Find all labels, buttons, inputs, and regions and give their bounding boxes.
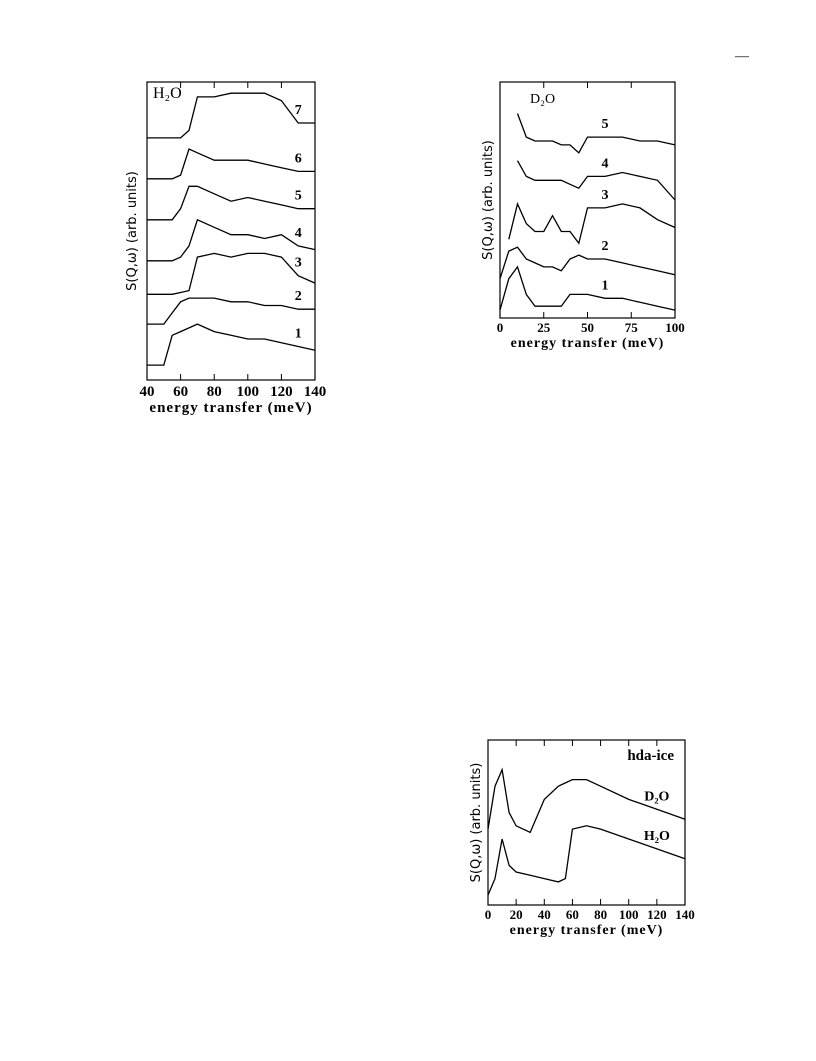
data-line: [147, 148, 315, 180]
x-tick-label: 0: [497, 320, 504, 335]
y-axis-label: S(Q,ω) (arb. units): [125, 171, 140, 291]
data-line: [147, 323, 316, 366]
data-line: [487, 825, 686, 896]
curve-label: 2: [295, 289, 302, 304]
data-line: [147, 218, 316, 262]
x-tick-label: 60: [173, 384, 188, 400]
x-tick-label: 120: [270, 384, 293, 400]
x-tick-label: 50: [581, 320, 594, 335]
curve-label: 5: [602, 117, 609, 132]
curve-label: 3: [602, 188, 609, 203]
x-axis-label: energy transfer (meV): [511, 336, 665, 351]
data-line: [499, 246, 676, 279]
chart-title: D₂O: [530, 92, 555, 107]
y-axis-label: S(Q,ω) (arb. units): [469, 763, 484, 883]
data-line: [516, 113, 676, 154]
x-tick-label: 40: [140, 384, 155, 400]
page-mark: —: [734, 49, 750, 64]
x-tick-label: 80: [207, 384, 222, 400]
curve-label: H₂O: [644, 829, 670, 844]
x-tick-label: 75: [625, 320, 639, 335]
data-line: [508, 201, 676, 245]
curve-label: 3: [295, 256, 302, 271]
x-tick-label: 100: [237, 384, 260, 400]
x-tick-label: 140: [304, 384, 327, 400]
curve-label: 2: [602, 239, 609, 254]
curve-label: 4: [295, 226, 302, 241]
plot-frame: [487, 739, 686, 906]
data-line: [147, 297, 315, 325]
data-line: [499, 265, 676, 311]
y-axis-label: S(Q,ω) (arb. units): [481, 140, 496, 260]
x-tick-label: 60: [566, 907, 579, 922]
x-axis-label: energy transfer (meV): [149, 400, 312, 416]
plot-frame: [146, 81, 316, 381]
curve-label: 1: [295, 326, 302, 341]
data-line: [487, 767, 686, 834]
chart-title: hda-ice: [627, 748, 674, 764]
data-line: [147, 185, 315, 221]
curve-label: 6: [295, 151, 302, 166]
x-tick-label: 140: [675, 907, 695, 922]
x-axis-label: energy transfer (meV): [510, 923, 664, 938]
x-tick-label: 80: [594, 907, 607, 922]
data-line: [147, 92, 315, 139]
x-tick-label: 100: [665, 320, 685, 335]
x-tick-label: 40: [538, 907, 551, 922]
x-tick-label: 100: [619, 907, 639, 922]
data-line: [516, 160, 676, 201]
x-tick-label: 20: [510, 907, 523, 922]
x-tick-label: 25: [537, 320, 551, 335]
curve-label: 4: [602, 156, 609, 171]
chart-title: H₂O: [153, 85, 182, 102]
x-tick-label: 120: [647, 907, 667, 922]
curve-label: 7: [295, 103, 302, 118]
curve-label: 1: [602, 278, 609, 293]
curve-label: D₂O: [644, 789, 669, 804]
curve-label: 5: [295, 189, 302, 204]
plot-frame: [499, 81, 676, 319]
data-line: [147, 252, 316, 295]
x-tick-label: 0: [485, 907, 492, 922]
